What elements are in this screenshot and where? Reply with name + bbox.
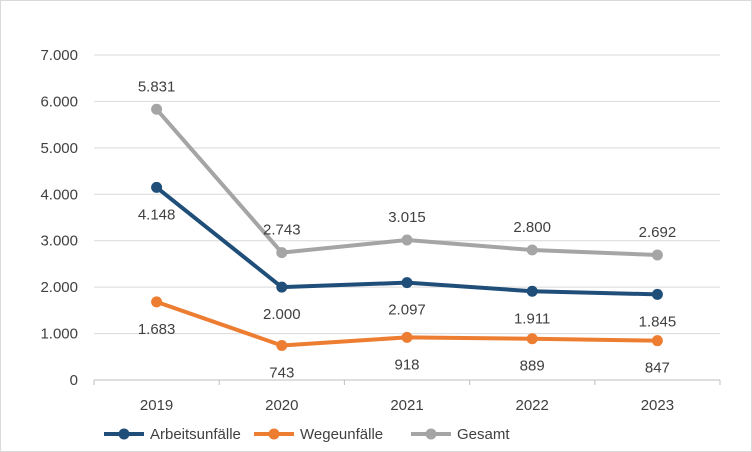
- data-point: [151, 103, 163, 115]
- data-label: 1.845: [639, 313, 677, 330]
- data-point: [276, 247, 288, 259]
- data-label: 1.683: [138, 321, 176, 338]
- x-tick-label: 2019: [140, 397, 173, 414]
- y-tick-label: 4.000: [40, 186, 78, 203]
- data-label: 2.743: [263, 222, 301, 239]
- data-point: [401, 277, 413, 289]
- data-point: [526, 333, 538, 345]
- data-point: [151, 296, 163, 308]
- legend-marker: [268, 428, 280, 440]
- x-tick-label: 2023: [641, 397, 674, 414]
- x-tick-label: 2021: [390, 397, 423, 414]
- data-point: [276, 340, 288, 352]
- data-label: 2.000: [263, 306, 301, 323]
- legend-label: Arbeitsunfälle: [150, 426, 241, 443]
- data-label: 4.148: [138, 206, 176, 223]
- data-point: [401, 234, 413, 246]
- data-point: [526, 244, 538, 256]
- data-label: 847: [645, 360, 670, 377]
- data-point: [526, 285, 538, 297]
- y-tick-label: 2.000: [40, 279, 78, 296]
- data-point: [651, 288, 663, 300]
- x-tick-label: 2020: [265, 397, 298, 414]
- data-label: 3.015: [388, 209, 426, 226]
- y-tick-label: 6.000: [40, 93, 78, 110]
- data-point: [276, 281, 288, 293]
- y-tick-label: 0: [70, 372, 78, 389]
- data-point: [401, 331, 413, 343]
- data-label: 918: [394, 356, 419, 373]
- x-tick-label: 2022: [516, 397, 549, 414]
- data-label: 2.097: [388, 302, 426, 319]
- y-tick-label: 1.000: [40, 326, 78, 343]
- data-label: 1.911: [514, 310, 550, 327]
- data-label: 743: [269, 365, 294, 382]
- y-tick-label: 7.000: [40, 47, 78, 64]
- data-label: 2.692: [639, 224, 677, 241]
- legend-label: Gesamt: [457, 426, 510, 443]
- legend-label: Wegeunfälle: [300, 426, 383, 443]
- data-label: 889: [520, 358, 545, 375]
- series-line-gesamt: [155, 107, 658, 258]
- data-point: [651, 335, 663, 347]
- legend-marker: [118, 428, 130, 440]
- data-point: [151, 181, 163, 193]
- data-label: 2.800: [513, 219, 551, 236]
- data-label: 5.831: [138, 78, 176, 95]
- data-point: [651, 249, 663, 261]
- legend-marker: [425, 428, 437, 440]
- y-tick-label: 5.000: [40, 140, 78, 157]
- y-tick-label: 3.000: [40, 233, 78, 250]
